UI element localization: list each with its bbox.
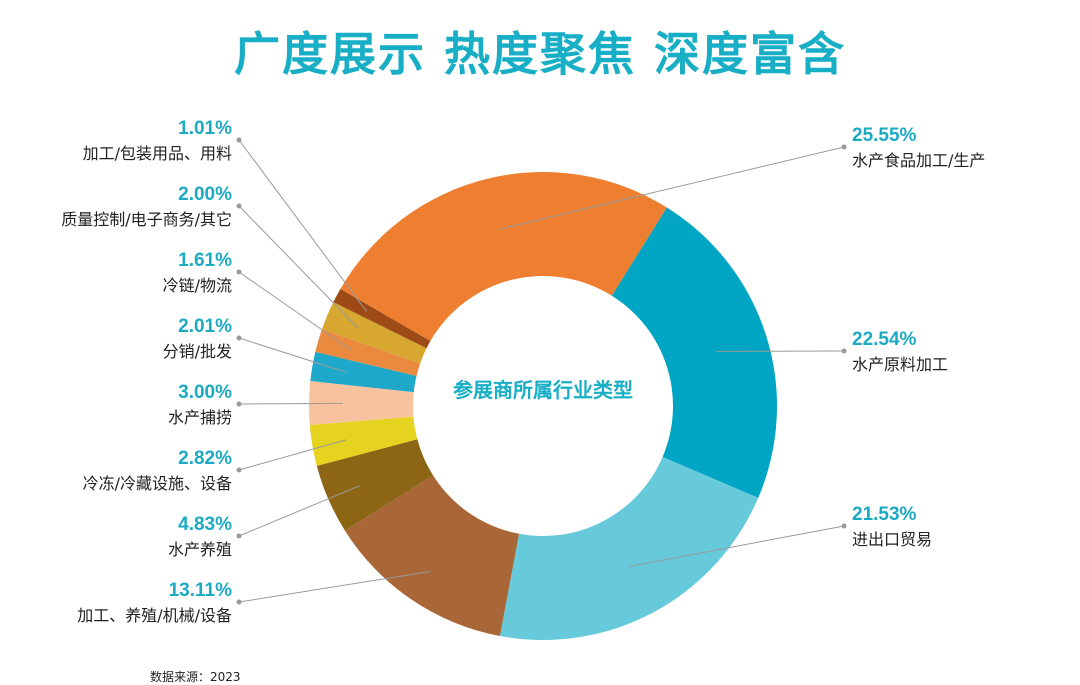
slice-category-label: 冷冻/冷藏设施、设备 bbox=[83, 474, 232, 493]
slice-percent-label: 1.61% bbox=[178, 250, 232, 271]
slice-category-label: 水产原料加工 bbox=[852, 355, 948, 374]
slice-percent-label: 13.11% bbox=[169, 580, 232, 601]
pie-slice bbox=[500, 457, 758, 640]
slice-category-label: 冷链/物流 bbox=[163, 276, 232, 295]
slice-percent-label: 2.00% bbox=[178, 184, 232, 205]
slice-percent-label: 22.54% bbox=[852, 329, 917, 350]
pie-slice bbox=[340, 172, 667, 341]
slice-percent-label: 21.53% bbox=[852, 504, 917, 525]
leader-line bbox=[239, 206, 359, 329]
leader-dot bbox=[842, 524, 847, 529]
slice-category-label: 加工/包装用品、用料 bbox=[83, 144, 232, 163]
leader-dot bbox=[237, 600, 242, 605]
leader-dot bbox=[237, 204, 242, 209]
slice-category-label: 进出口贸易 bbox=[852, 530, 932, 549]
leader-dot bbox=[237, 270, 242, 275]
center-label: 参展商所属行业类型 bbox=[453, 378, 633, 402]
leader-dot bbox=[237, 402, 242, 407]
leader-dot bbox=[237, 336, 242, 341]
slice-category-label: 质量控制/电子商务/其它 bbox=[61, 210, 232, 229]
slice-percent-label: 2.01% bbox=[178, 316, 232, 337]
slice-percent-label: 1.01% bbox=[178, 118, 232, 139]
slice-category-label: 水产食品加工/生产 bbox=[852, 151, 985, 170]
slice-category-label: 水产捕捞 bbox=[168, 408, 232, 427]
slice-percent-label: 3.00% bbox=[178, 382, 232, 403]
slice-percent-label: 4.83% bbox=[178, 514, 232, 535]
leader-dot bbox=[842, 349, 847, 354]
slice-category-label: 分销/批发 bbox=[163, 342, 232, 361]
leader-line bbox=[239, 403, 343, 404]
leader-dot bbox=[842, 145, 847, 150]
footer-note: 数据来源：2023 bbox=[150, 668, 241, 685]
leader-dot bbox=[237, 534, 242, 539]
slice-percent-label: 2.82% bbox=[178, 448, 232, 469]
leader-dot bbox=[237, 468, 242, 473]
slices-group bbox=[309, 172, 777, 640]
leader-dot bbox=[237, 138, 242, 143]
slice-category-label: 加工、养殖/机械/设备 bbox=[77, 606, 232, 625]
slice-category-label: 水产养殖 bbox=[168, 540, 232, 559]
slice-percent-label: 25.55% bbox=[852, 125, 917, 146]
